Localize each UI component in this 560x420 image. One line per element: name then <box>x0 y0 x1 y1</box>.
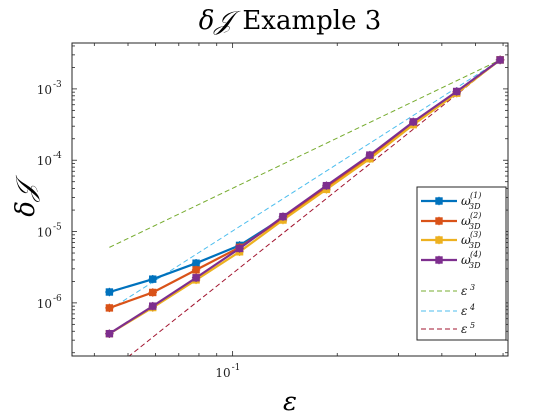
chart-title-symbol: δ𝒥 <box>199 6 242 36</box>
series-line <box>108 59 501 335</box>
legend-label-superscript: (4) <box>470 250 481 259</box>
legend-label-subscript: 3D <box>469 222 481 231</box>
data-point-marker <box>409 117 418 127</box>
legend-label: ε <box>461 284 467 298</box>
data-point-marker <box>434 196 444 206</box>
y-tick-label-exponent: -6 <box>53 294 62 304</box>
data-point-marker <box>495 55 505 65</box>
data-point-marker <box>365 150 375 160</box>
y-tick-label: 10 <box>37 83 52 97</box>
y-axis-label: δ𝒥 <box>11 174 41 217</box>
series-line <box>109 59 501 248</box>
legend-label: ω <box>461 214 471 228</box>
legend-entry: ω (3) 3D <box>421 230 481 250</box>
legend-label-subscript: 3D <box>469 241 481 250</box>
y-tick-label: 10 <box>37 154 52 168</box>
series-line <box>128 59 501 356</box>
data-point-marker <box>148 301 157 311</box>
legend-entry: ω (2) 3D <box>421 211 481 231</box>
data-point-marker <box>105 303 114 313</box>
data-point-marker <box>191 273 201 282</box>
data-point-marker <box>434 216 444 226</box>
series-7 <box>128 59 501 356</box>
legend-label-superscript: 3 <box>470 283 475 292</box>
legend-label: ε <box>461 322 467 336</box>
series-6 <box>109 59 501 311</box>
chart-title: δ𝒥 Example 3 <box>199 6 382 36</box>
legend-label: ω <box>461 233 471 247</box>
data-point-marker <box>322 181 331 190</box>
data-point-marker <box>235 244 244 253</box>
tick-labels: 10 -610 -510 -410 -310 -1 <box>37 80 241 380</box>
data-point-marker <box>148 274 157 284</box>
data-point-marker <box>148 288 157 297</box>
series-layer <box>105 55 505 356</box>
legend-entry: ω (1) 3D <box>421 191 481 211</box>
y-tick-label: 10 <box>37 226 52 240</box>
legend-label-superscript: 5 <box>470 321 475 330</box>
series-4 <box>105 55 505 338</box>
y-tick-label-exponent: -5 <box>53 223 62 233</box>
legend-entry: ω (4) 3D <box>421 250 481 270</box>
legend: ω (1)3Dω (2)3Dω (3)3Dω (4)3Dε 3ε 4ε 5 <box>416 186 507 341</box>
legend-label: ε <box>461 304 467 318</box>
data-point-marker <box>278 212 288 221</box>
legend-label: ω <box>461 194 471 208</box>
data-point-marker <box>105 287 114 297</box>
y-tick-label-exponent: -4 <box>53 151 62 161</box>
legend-label-subscript: 3D <box>469 261 481 270</box>
legend-label-superscript: (2) <box>470 211 481 220</box>
x-tick-label: 10 <box>215 366 230 380</box>
data-point-marker <box>105 329 114 338</box>
series-5 <box>109 59 501 248</box>
data-point-marker <box>452 87 461 96</box>
data-point-marker <box>191 265 201 275</box>
data-point-marker <box>434 235 444 245</box>
legend-box <box>416 186 507 341</box>
data-point-marker <box>434 255 444 265</box>
chart-title-text: Example 3 <box>242 6 381 36</box>
series-line <box>108 59 501 335</box>
legend-label-superscript: (1) <box>470 191 481 200</box>
legend-label-subscript: 3D <box>469 202 481 211</box>
legend-label: ω <box>461 253 471 267</box>
series-line <box>109 59 501 311</box>
legend-label-superscript: (3) <box>470 230 481 239</box>
x-axis-label: ε <box>283 387 297 417</box>
x-tick-label-exponent: -1 <box>232 363 241 373</box>
y-tick-label-exponent: -3 <box>53 80 62 90</box>
plot-frame <box>71 42 509 357</box>
legend-label-superscript: 4 <box>469 303 475 312</box>
y-tick-label: 10 <box>37 297 52 311</box>
